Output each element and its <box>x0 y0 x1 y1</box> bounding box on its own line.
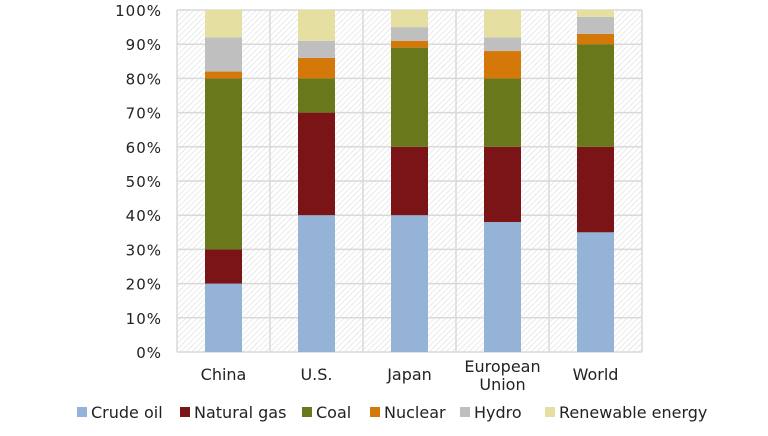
y-tick-label: 90% <box>126 36 162 54</box>
y-tick-label: 30% <box>126 241 162 259</box>
y-tick-label: 20% <box>126 276 162 294</box>
bar-segment <box>391 47 428 147</box>
bar-segment <box>205 71 242 79</box>
bar-segment <box>484 78 521 147</box>
bar-segment <box>298 215 335 352</box>
bar-segment <box>577 232 614 352</box>
bar-segment <box>484 37 521 52</box>
legend-label: Coal <box>316 403 351 422</box>
y-tick-label: 60% <box>126 139 162 157</box>
bar-segment <box>484 222 521 352</box>
legend-swatch <box>545 407 555 417</box>
legend-swatch <box>77 407 87 417</box>
bar-segment <box>298 40 335 58</box>
bar-segment <box>577 33 614 45</box>
legend-label: Nuclear <box>384 403 446 422</box>
y-tick-label: 40% <box>126 207 162 225</box>
y-tick-label: 100% <box>115 2 162 20</box>
y-axis: 0% 10% 20% 30% 40% 50% 60% 70% 80% 90% 100% <box>115 2 162 362</box>
bar-segment <box>577 44 614 147</box>
x-tick-label: World <box>573 365 619 384</box>
legend-swatch <box>180 407 190 417</box>
y-tick-label: 80% <box>126 70 162 88</box>
y-tick-label: 70% <box>126 105 162 123</box>
bar-segment <box>577 146 614 233</box>
x-tick-label: China <box>201 365 247 384</box>
bar-segment <box>484 146 521 223</box>
bar-segment <box>205 249 242 284</box>
x-tick-label: U.S. <box>300 365 332 384</box>
legend-label: Renewable energy <box>559 403 707 422</box>
y-tick-label: 50% <box>126 173 162 191</box>
legend-swatch <box>370 407 380 417</box>
bar-segment <box>484 10 521 38</box>
bar-segment <box>391 10 428 28</box>
bar-segment <box>205 10 242 38</box>
bar-segment <box>298 78 335 113</box>
x-tick-label: Japan <box>386 365 432 384</box>
bar-segment <box>298 57 335 79</box>
legend: Crude oil Natural gas Coal Nuclear Hydro Rene… <box>77 403 707 422</box>
bar-segment <box>484 51 521 79</box>
bar-segment <box>205 283 242 352</box>
legend-swatch <box>460 407 470 417</box>
bar-segment <box>391 40 428 48</box>
bar-segment <box>205 37 242 72</box>
bar-segment <box>205 78 242 250</box>
bar-segment <box>577 16 614 34</box>
legend-label: Crude oil <box>91 403 163 422</box>
bar-segment <box>577 10 614 17</box>
legend-label: Hydro <box>474 403 522 422</box>
bar-segment <box>391 215 428 352</box>
bar-segment <box>391 27 428 41</box>
bars <box>205 10 614 352</box>
y-tick-label: 0% <box>136 344 162 362</box>
bar-segment <box>298 10 335 41</box>
legend-swatch <box>302 407 312 417</box>
bar-segment <box>298 112 335 216</box>
x-tick-label: European Union <box>464 357 540 394</box>
bar-segment <box>391 146 428 216</box>
x-axis: China U.S. Japan European Union World <box>201 357 619 394</box>
y-tick-label: 10% <box>126 310 162 328</box>
legend-label: Natural gas <box>194 403 286 422</box>
